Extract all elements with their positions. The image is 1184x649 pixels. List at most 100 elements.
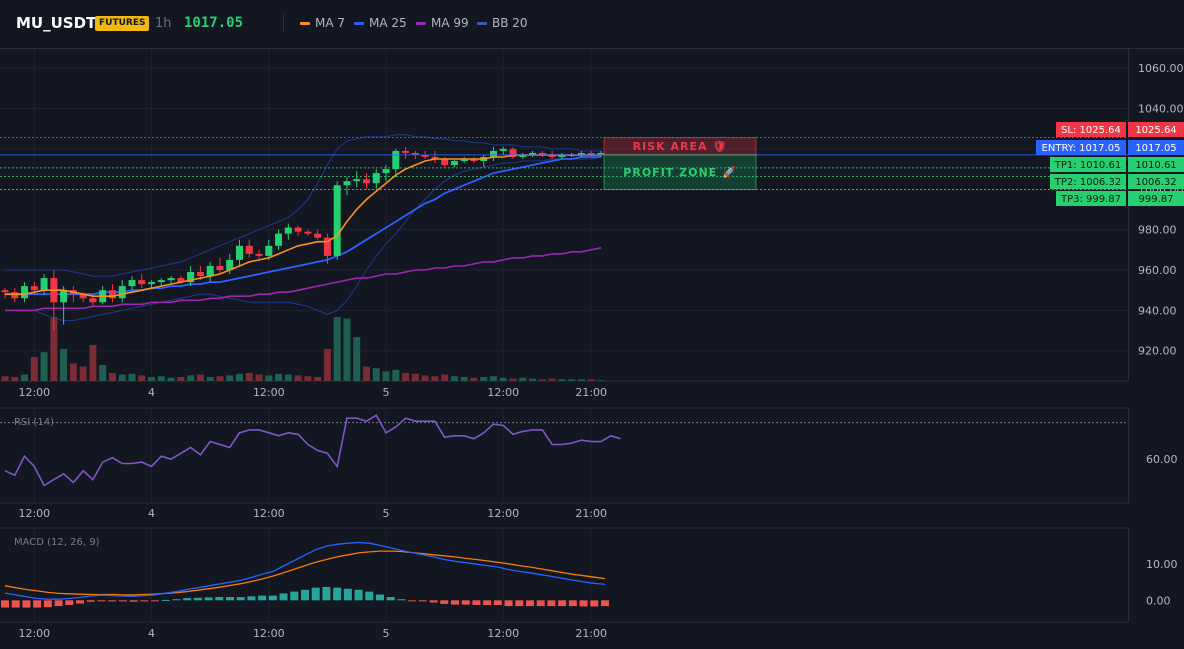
candle-body[interactable] xyxy=(216,265,224,270)
macd-pane[interactable] xyxy=(0,528,1128,622)
candle-body[interactable] xyxy=(196,272,204,277)
candle-body[interactable] xyxy=(411,152,419,155)
candle-body[interactable] xyxy=(206,265,214,277)
macd-histogram-bar xyxy=(172,599,181,601)
candle-body[interactable] xyxy=(235,245,243,260)
macd-histogram-bar xyxy=(408,600,417,602)
macd-histogram-bar xyxy=(268,595,277,601)
candle-body[interactable] xyxy=(362,179,370,184)
candle-body[interactable] xyxy=(79,294,87,299)
candle-body[interactable] xyxy=(30,286,38,291)
candle-body[interactable] xyxy=(60,290,68,303)
candle-body[interactable] xyxy=(40,278,48,291)
time-tick-label: 5 xyxy=(383,386,390,399)
time-tick-label: 12:00 xyxy=(487,386,519,399)
macd-histogram-bar xyxy=(472,600,481,606)
volume-bar xyxy=(538,379,546,381)
candle-body[interactable] xyxy=(490,150,497,157)
macd-histogram-bar xyxy=(429,600,438,603)
candle-body[interactable] xyxy=(108,290,116,299)
candle-body[interactable] xyxy=(382,169,390,174)
legend-ma99[interactable]: MA 99 xyxy=(416,16,469,30)
candle-body[interactable] xyxy=(470,158,478,162)
candle-body[interactable] xyxy=(265,245,273,256)
candle-body[interactable] xyxy=(353,179,361,182)
candle-body[interactable] xyxy=(460,158,468,162)
candle-body[interactable] xyxy=(597,152,605,155)
candle-body[interactable] xyxy=(157,280,165,283)
macd-histogram-bar xyxy=(22,600,31,608)
price-pane[interactable] xyxy=(0,49,1128,381)
candle-body[interactable] xyxy=(558,154,566,157)
candle-body[interactable] xyxy=(89,298,97,303)
candle-body[interactable] xyxy=(11,292,19,299)
candle-body[interactable] xyxy=(1,290,9,293)
macd-tick-label: 10.00 xyxy=(1146,558,1178,571)
rsi-pane[interactable] xyxy=(0,408,1128,503)
ma7-swatch-icon xyxy=(300,22,310,25)
entry-price-bg xyxy=(1128,140,1184,155)
macd-histogram-bar xyxy=(461,600,470,605)
candle-body[interactable] xyxy=(245,245,253,254)
candle-body[interactable] xyxy=(402,150,410,153)
candle-body[interactable] xyxy=(538,152,546,155)
candle-body[interactable] xyxy=(294,227,302,232)
macd-histogram-bar xyxy=(386,597,395,601)
macd-histogram-bar xyxy=(515,600,524,607)
legend-ma25[interactable]: MA 25 xyxy=(354,16,407,30)
candle-body[interactable] xyxy=(226,259,234,270)
candle-body[interactable] xyxy=(255,253,263,256)
candle-body[interactable] xyxy=(118,286,126,299)
candle-body[interactable] xyxy=(333,185,341,256)
time-tick-label: 12:00 xyxy=(18,386,50,399)
symbol-name[interactable]: MU_USDT xyxy=(16,14,97,32)
candle-body[interactable] xyxy=(499,148,507,151)
volume-bar xyxy=(196,374,204,381)
candle-body[interactable] xyxy=(441,158,449,166)
legend-bb20[interactable]: BB 20 xyxy=(477,16,528,30)
sl-tag-bg xyxy=(1056,122,1126,137)
volume-bar xyxy=(1,376,9,381)
candle-body[interactable] xyxy=(421,154,429,157)
candle-body[interactable] xyxy=(392,150,400,170)
candle-body[interactable] xyxy=(304,231,312,234)
legend-ma7[interactable]: MA 7 xyxy=(300,16,345,30)
candle-body[interactable] xyxy=(177,278,185,283)
candle-body[interactable] xyxy=(509,148,517,157)
candle-body[interactable] xyxy=(21,286,29,299)
candle-body[interactable] xyxy=(275,233,283,246)
candle-body[interactable] xyxy=(148,282,156,285)
candle-body[interactable] xyxy=(138,280,146,285)
volume-bar xyxy=(30,357,38,381)
volume-bar xyxy=(450,376,458,381)
profit-zone[interactable] xyxy=(603,154,757,191)
candle-body[interactable] xyxy=(284,227,292,234)
macd-histogram-bar xyxy=(568,600,577,607)
candle-body[interactable] xyxy=(128,280,136,287)
candle-body[interactable] xyxy=(450,161,458,166)
candle-body[interactable] xyxy=(343,181,351,186)
macd-histogram-bar xyxy=(43,600,52,608)
candle-body[interactable] xyxy=(167,278,175,281)
candle-body[interactable] xyxy=(577,152,585,155)
candle-body[interactable] xyxy=(314,233,322,238)
candle-body[interactable] xyxy=(529,152,537,155)
candle-body[interactable] xyxy=(323,237,331,256)
volume-bar xyxy=(138,375,146,381)
interval-selector[interactable]: 1h xyxy=(155,16,172,31)
candle-body[interactable] xyxy=(519,154,527,157)
volume-bar xyxy=(245,373,253,381)
candle-body[interactable] xyxy=(548,154,556,157)
volume-bar xyxy=(118,374,126,381)
candle-body[interactable] xyxy=(372,173,380,184)
candle-body[interactable] xyxy=(431,156,439,159)
time-tick-label: 4 xyxy=(148,627,155,640)
time-tick-label: 12:00 xyxy=(18,627,50,640)
macd-histogram-bar xyxy=(558,600,567,607)
candle-body[interactable] xyxy=(187,272,195,283)
volume-bar xyxy=(460,377,468,381)
candle-body[interactable] xyxy=(587,152,595,155)
macd-histogram-bar xyxy=(311,587,320,601)
volume-bar xyxy=(490,376,497,381)
